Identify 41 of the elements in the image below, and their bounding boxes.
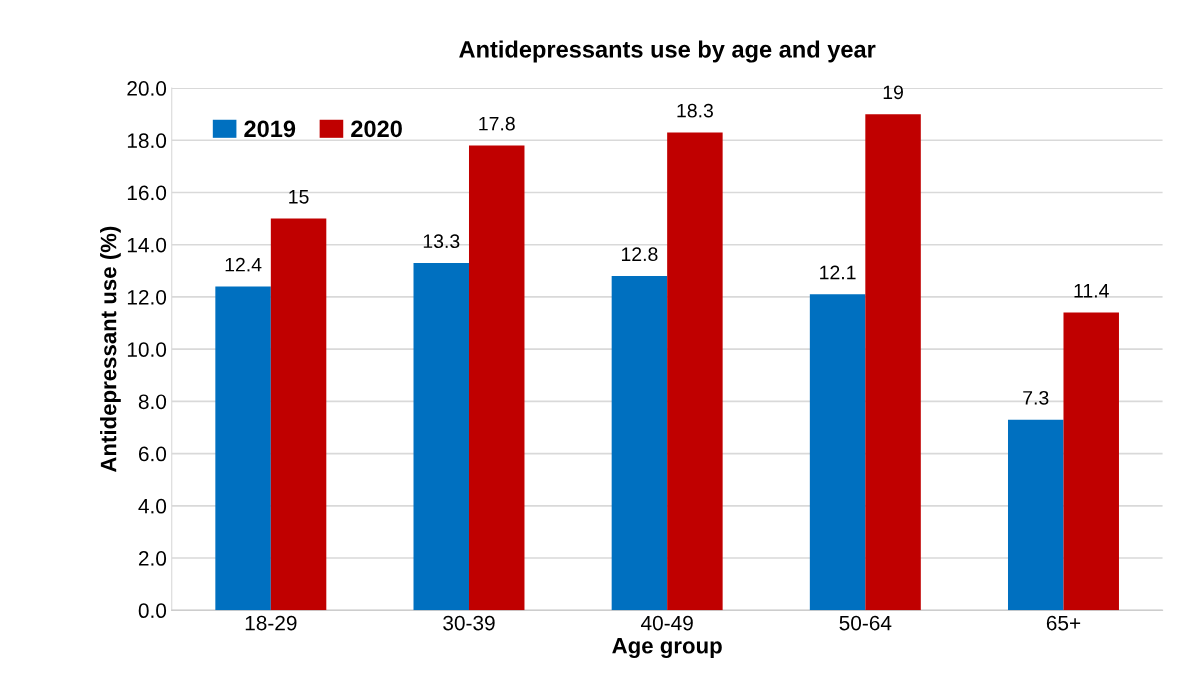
y-tick-label: 2.0	[138, 551, 167, 566]
y-axis-title: Antidepressant use (%)	[100, 226, 121, 473]
data-label: 18.3	[677, 103, 713, 118]
y-tick-label: 16.0	[127, 185, 167, 201]
y-tick-label: 0.0	[138, 603, 167, 619]
x-tick-label: 30-39	[443, 615, 495, 631]
bar	[215, 286, 271, 611]
data-label: 19	[883, 85, 903, 100]
y-tick-label: 12.0	[127, 289, 167, 305]
bar	[468, 145, 525, 611]
x-tick-label: 40-49	[641, 615, 693, 631]
legend-label: 2020	[351, 120, 402, 138]
data-label: 11.4	[1074, 284, 1109, 298]
y-tick-label: 18.0	[127, 133, 167, 149]
data-label: 15	[289, 190, 309, 204]
x-tick-label: 50-64	[839, 615, 892, 631]
data-label: 12.8	[621, 247, 658, 262]
data-label: 13.3	[423, 234, 460, 249]
bar	[667, 132, 723, 611]
y-tick-label: 8.0	[138, 394, 167, 410]
data-label: 17.8	[479, 116, 515, 131]
data-label: 12.1	[820, 265, 856, 280]
y-tick-label: 14.0	[127, 237, 167, 253]
chart-title: Antidepressants use by age and year	[459, 40, 876, 63]
bar	[809, 294, 866, 611]
bar	[611, 276, 668, 611]
bar	[413, 263, 469, 611]
x-axis-title: Age group	[612, 638, 722, 659]
x-tick-label: 18-29	[245, 615, 297, 631]
data-label: 7.3	[1023, 390, 1049, 405]
y-tick-label: 10.0	[127, 342, 167, 357]
y-tick-label: 6.0	[138, 446, 167, 462]
y-tick-label: 4.0	[138, 498, 167, 514]
y-tick-label: 20.0	[127, 81, 167, 96]
legend-label: 2019	[244, 120, 296, 138]
bar	[270, 218, 327, 611]
bar	[1063, 312, 1119, 611]
x-tick-label: 65+	[1046, 615, 1081, 631]
bar	[865, 114, 921, 611]
bar	[1008, 419, 1064, 611]
data-label: 12.4	[225, 257, 262, 272]
